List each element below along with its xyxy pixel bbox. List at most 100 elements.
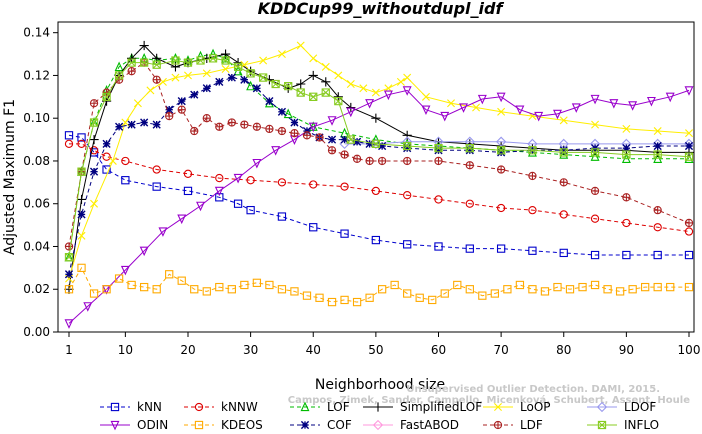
data-point-loop (559, 116, 568, 125)
data-point-cof (215, 77, 224, 86)
data-point-inflo (64, 253, 74, 262)
data-point-lof (114, 61, 124, 72)
data-point-cof (622, 144, 631, 153)
data-point-knn (102, 165, 111, 174)
data-point-cof (378, 141, 387, 151)
data-point-kdeos (528, 285, 537, 294)
data-point-kdeos (327, 297, 337, 307)
data-point-ldf (528, 171, 537, 181)
data-point-loop (133, 99, 142, 108)
data-point-inflo (271, 79, 280, 89)
y-tick-label: 0.00 (23, 325, 50, 339)
data-point-inflo (590, 148, 600, 157)
data-point-kdeos (603, 285, 612, 294)
data-point-ldf (496, 165, 506, 174)
data-point-kdeos (503, 285, 512, 294)
data-point-knnw (183, 169, 193, 178)
data-point-ldf (290, 129, 299, 138)
data-point-ldf (165, 111, 174, 121)
data-point-simplifiedlof (346, 102, 356, 113)
series-ldof (339, 136, 695, 150)
data-point-kdeos (64, 285, 74, 294)
data-point-knnw (152, 165, 161, 174)
data-point-cof (64, 270, 74, 279)
data-point-odin (534, 111, 544, 122)
data-point-odin (158, 227, 168, 237)
data-point-kdeos (152, 285, 161, 294)
legend-item-cof: COF (290, 418, 352, 432)
data-point-cof (653, 141, 662, 151)
data-point-knn (309, 223, 318, 232)
data-point-knnw (215, 173, 224, 183)
data-point-cof (240, 75, 249, 84)
data-point-odin (83, 302, 93, 312)
data-point-knn (121, 176, 130, 185)
data-point-cof (165, 105, 174, 114)
data-point-simplifiedlof (296, 79, 306, 89)
data-point-loop (622, 124, 631, 133)
data-point-odin (553, 109, 562, 120)
legend-item-odin: ODIN (100, 418, 168, 432)
data-point-loop (591, 120, 600, 129)
legend-marker-simplifiedlof (373, 402, 383, 412)
watermark-line-1: Campos, Zimek, Sander, Campello, Micenko… (288, 394, 690, 406)
data-point-loop (447, 99, 456, 108)
x-tick-label: 70 (493, 343, 508, 357)
data-point-ldf (352, 154, 362, 163)
data-point-knnw (559, 210, 568, 219)
data-point-simplifiedlof (101, 96, 112, 106)
data-point-cof (140, 118, 149, 127)
legend-label-ldf: LDF (520, 418, 543, 432)
data-point-kdeos (165, 270, 174, 279)
data-point-knn (434, 242, 443, 251)
data-point-kdeos (440, 289, 449, 298)
legend-marker-loop (494, 403, 502, 411)
data-point-ldf (227, 118, 236, 127)
series-line-ldof (344, 141, 689, 145)
data-point-kdeos (553, 282, 562, 292)
data-point-knn (622, 250, 631, 260)
data-point-knnw (403, 191, 412, 200)
data-point-cof (152, 120, 161, 129)
data-point-inflo (246, 69, 255, 78)
data-point-kdeos (202, 287, 211, 296)
data-point-ldf (403, 156, 412, 166)
x-tick-label: 10 (118, 343, 133, 357)
legend-label-kdeos: KDEOS (221, 418, 263, 432)
data-point-ldf (177, 105, 186, 114)
data-point-cof (327, 135, 337, 144)
data-point-cof (227, 73, 236, 82)
data-point-knn (528, 246, 537, 255)
legend-label-loop: LoOP (520, 400, 551, 414)
data-point-loop (396, 77, 405, 86)
data-point-cof (302, 126, 312, 136)
data-point-knn (246, 205, 255, 215)
data-point-knnw (653, 223, 662, 232)
legend: kNN kNNW LOF SimplifiedLOF LoOP LDOF ODIN KDEOS… (100, 400, 659, 432)
data-point-odin (477, 94, 487, 105)
data-point-kdeos (302, 291, 312, 300)
legend-item-ldof: LDOF (587, 400, 656, 414)
series-inflo (64, 54, 694, 262)
data-point-simplifiedlof (321, 77, 331, 87)
data-point-cof (403, 144, 412, 153)
data-point-odin (233, 173, 243, 184)
data-point-knn (64, 131, 74, 140)
data-point-inflo (296, 88, 305, 97)
data-point-ldf (365, 156, 374, 166)
data-point-kdeos (102, 285, 111, 294)
data-point-loop (77, 231, 86, 240)
data-point-kdeos (666, 282, 675, 292)
data-point-ldf (277, 126, 287, 136)
data-point-kdeos (240, 280, 249, 290)
series-line-odin (68, 89, 690, 324)
data-point-inflo (434, 143, 443, 153)
data-point-simplifiedlof (89, 134, 99, 145)
x-tick-label: 30 (243, 343, 258, 357)
data-point-odin (402, 86, 412, 96)
data-point-simplifiedlof (76, 194, 87, 205)
data-point-kdeos (453, 280, 462, 290)
data-point-odin (365, 99, 375, 109)
data-point-cof (127, 120, 136, 129)
data-point-kdeos (641, 282, 650, 292)
